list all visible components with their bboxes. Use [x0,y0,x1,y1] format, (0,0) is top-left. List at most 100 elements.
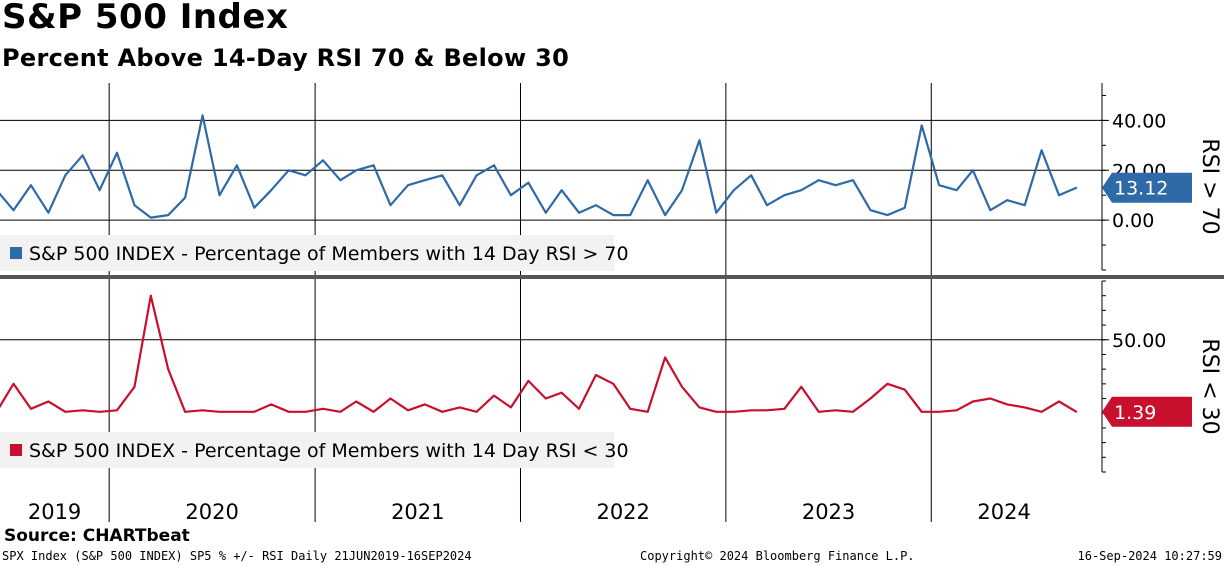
upper-data-point [355,169,358,172]
upper-data-point [1040,149,1043,152]
upper-data-point [920,124,923,127]
x-tick-label-2024: 2024 [977,500,1030,524]
lower-data-point [766,409,768,412]
lower-data-point [510,406,512,409]
lower-data-point [81,409,84,412]
upper-data-point [766,204,768,207]
upper-data-point [270,189,273,192]
upper-data-point [407,184,409,187]
upper-data-point [869,209,872,212]
upper-last-value-tag [1102,172,1192,203]
lower-data-point [30,407,32,410]
lower-data-point [852,410,854,413]
upper-data-point [989,209,992,212]
upper-data-point [12,209,15,212]
lower-data-point [560,391,563,394]
footer-timestamp: 16-Sep-2024 10:27:59 [1077,549,1223,563]
upper-data-point [560,189,563,192]
footer-copyright: Copyright© 2024 Bloomberg Finance L.P. [640,549,915,563]
lower-data-point [1040,410,1043,413]
lower-data-point [834,409,837,412]
lower-data-point [355,400,358,403]
upper-data-point [834,184,837,187]
lower-data-point [817,410,820,413]
lower-data-point [47,400,50,403]
upper-data-point [629,214,632,217]
lower-data-point [149,294,152,297]
lower-axis-label: RSI < 30 [1197,338,1222,434]
lower-data-point [698,406,701,409]
upper-data-point [1075,186,1078,189]
lower-data-point [938,410,940,413]
lower-data-point [322,407,324,410]
upper-data-point [1023,204,1026,207]
upper-data-point [339,179,342,182]
lower-data-point [98,410,101,413]
lower-last-value-tag [1102,396,1192,427]
upper-data-point [681,189,683,192]
chart-subtitle: Percent Above 14-Day RSI 70 & Below 30 [2,44,570,72]
lower-data-point [12,382,15,385]
lower-data-point [116,409,118,412]
upper-legend-box [0,235,614,271]
panel-separator [0,275,1224,279]
upper-data-point [1058,194,1060,197]
lower-data-point [270,403,273,406]
upper-axis-label: RSI > 70 [1197,138,1222,234]
chart-title: S&P 500 Index [2,0,289,37]
chart-area: 2019 2020 2021 2022 2023 202440.0020.000.0013… [0,83,1224,524]
lower-data-point [629,407,632,410]
lower-data-point [458,406,461,409]
lower-data-point [253,410,256,413]
lower-data-point [886,382,889,385]
upper-data-point [527,181,530,184]
upper-data-point [646,179,649,182]
upper-data-point [1006,199,1009,202]
legends: S&P 500 INDEX - Percentage of Members wi… [0,235,629,468]
lower-data-point [544,397,547,400]
lower-data-point [1058,400,1060,403]
upper-data-point [253,206,256,209]
upper-data-point [715,211,718,214]
lower-data-point [167,368,170,371]
lower-data-point [441,410,444,413]
upper-data-point [47,211,50,214]
upper-legend-swatch [10,247,22,259]
lower-data-point [133,385,136,388]
upper-last-value-label: 13.12 [1114,178,1168,200]
upper-data-point [441,174,444,177]
lower-data-point [389,397,392,400]
upper-data-point [612,214,615,217]
lower-data-point [64,410,67,413]
upper-data-point [817,179,820,182]
upper-data-point [218,194,221,197]
lower-data-point [800,385,803,388]
upper-data-point [783,194,786,197]
lower-data-point [595,374,597,376]
upper-series-line [0,114,1077,219]
upper-data-point [972,169,974,172]
x-tick-label-2022: 2022 [596,500,649,524]
lower-data-point [612,382,615,385]
upper-y-tick-label-2: 0.00 [1112,210,1154,232]
footer-description: SPX Index (S&P 500 INDEX) SP5 % +/- RSI … [2,549,472,563]
x-tick-label-2023: 2023 [802,500,855,524]
lower-data-point [201,409,204,412]
lower-legend-box [0,432,614,468]
lower-data-point [475,410,478,413]
lower-data-point [920,410,923,413]
upper-data-point [544,211,547,214]
lower-data-point [527,380,530,382]
lower-data-point [1006,403,1009,406]
lower-data-point [1075,410,1078,413]
upper-data-point [64,174,67,177]
lower-data-point [646,410,649,413]
lower-data-point [423,403,426,406]
upper-data-point [149,216,152,219]
lower-series-line [0,294,1077,413]
upper-data-point [98,189,101,192]
upper-data-point [903,206,906,209]
upper-data-point [304,174,307,177]
lower-data-point [372,410,375,413]
lower-data-point [1023,406,1026,409]
